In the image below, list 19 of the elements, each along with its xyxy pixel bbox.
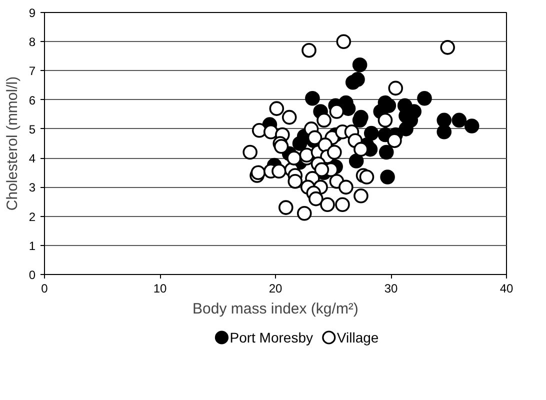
x-tick-label: 20 — [268, 282, 282, 296]
x-tick-label: 40 — [500, 282, 514, 296]
x-tick-label: 0 — [41, 282, 48, 296]
y-tick-label: 9 — [28, 6, 36, 20]
y-tick-label: 8 — [28, 35, 36, 50]
y-tick-label: 6 — [28, 93, 36, 108]
y-tick-label: 1 — [28, 238, 36, 253]
y-tick-label: 5 — [28, 122, 36, 136]
y-tick-label: 0 — [28, 268, 36, 282]
x-tick-label: 30 — [384, 282, 398, 296]
legend-label: Village — [336, 330, 379, 346]
y-tick-label: 7 — [28, 64, 36, 78]
y-tick-label: 3 — [28, 180, 36, 195]
y-tick-label: 4 — [28, 152, 36, 166]
x-tick-label: 10 — [153, 282, 167, 296]
legend-label: Port Moresby — [230, 330, 313, 346]
x-axis-title: Body mass index (kg/m²) — [192, 300, 358, 318]
y-axis-title: Cholesterol (mmol/l) — [4, 76, 21, 211]
y-tick-label: 2 — [28, 210, 36, 224]
